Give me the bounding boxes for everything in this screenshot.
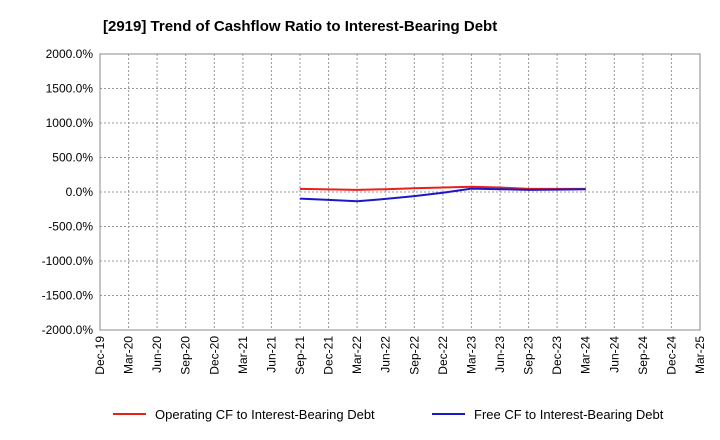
x-tick-label: Dec-21 bbox=[322, 336, 336, 375]
x-tick-label: Sep-21 bbox=[293, 336, 307, 375]
y-tick-label: 2000.0% bbox=[46, 47, 94, 61]
y-axis: 2000.0% 1500.0% 1000.0% 500.0% 0.0% -500.0% -1… bbox=[42, 47, 94, 337]
x-tick-label: Dec-23 bbox=[550, 336, 564, 375]
x-tick-label: Mar-22 bbox=[350, 336, 364, 374]
legend-label-1: Operating CF to Interest-Bearing Debt bbox=[155, 407, 375, 422]
legend-label-2: Free CF to Interest-Bearing Debt bbox=[474, 407, 664, 422]
legend: Operating CF to Interest-Bearing Debt Fre… bbox=[113, 407, 664, 422]
x-tick-label: Mar-21 bbox=[236, 336, 250, 374]
series-lines bbox=[299, 185, 586, 203]
x-tick-label: Sep-23 bbox=[522, 336, 536, 375]
x-tick-label: Mar-23 bbox=[464, 336, 478, 374]
series-line-2 bbox=[299, 187, 586, 203]
plot-area bbox=[99, 53, 701, 331]
x-axis: Dec-19 Mar-20 Jun-20 Sep-20 Dec-20 Mar-21 Jun-… bbox=[93, 336, 707, 375]
grid bbox=[100, 54, 700, 330]
y-tick-label: -1000.0% bbox=[42, 254, 94, 268]
x-tick-label: Dec-20 bbox=[207, 336, 221, 375]
y-tick-label: -500.0% bbox=[48, 220, 93, 234]
x-tick-label: Sep-20 bbox=[179, 336, 193, 375]
y-tick-label: -1500.0% bbox=[42, 289, 94, 303]
x-tick-label: Jun-20 bbox=[150, 336, 164, 373]
x-tick-label: Sep-22 bbox=[407, 336, 421, 375]
x-tick-label: Dec-24 bbox=[664, 336, 678, 375]
y-tick-label: 1000.0% bbox=[46, 116, 94, 130]
x-tick-label: Mar-24 bbox=[579, 336, 593, 374]
chart-title: [2919] Trend of Cashflow Ratio to Intere… bbox=[103, 18, 497, 35]
x-tick-label: Jun-21 bbox=[264, 336, 278, 373]
x-tick-label: Jun-24 bbox=[607, 336, 621, 373]
x-tick-label: Jun-23 bbox=[493, 336, 507, 373]
x-tick-label: Mar-20 bbox=[122, 336, 136, 374]
x-tick-label: Sep-24 bbox=[636, 336, 650, 375]
y-tick-label: -2000.0% bbox=[42, 323, 94, 337]
y-tick-label: 1500.0% bbox=[46, 82, 94, 96]
x-tick-label: Dec-22 bbox=[436, 336, 450, 375]
y-tick-label: 0.0% bbox=[66, 185, 94, 199]
x-tick-label: Mar-25 bbox=[693, 336, 707, 374]
x-tick-label: Dec-19 bbox=[93, 336, 107, 375]
x-tick-label: Jun-22 bbox=[379, 336, 393, 373]
y-tick-label: 500.0% bbox=[52, 151, 93, 165]
